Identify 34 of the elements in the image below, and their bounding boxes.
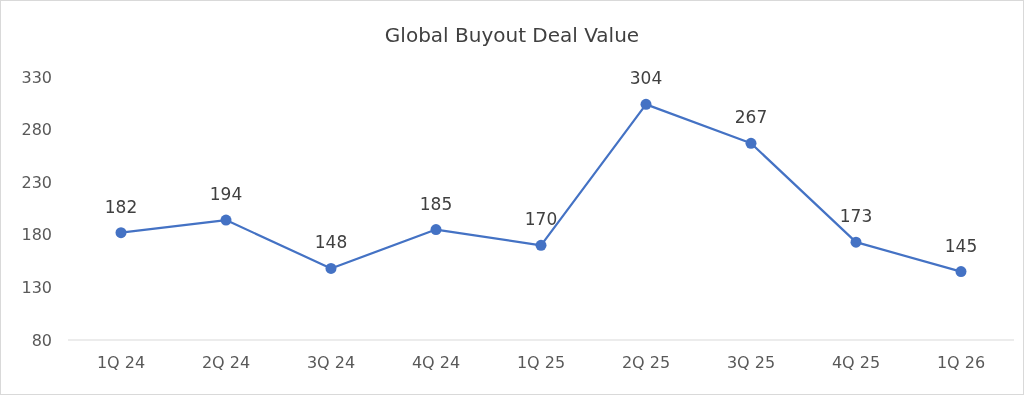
x-tick-label: 1Q 26 — [936, 353, 986, 372]
x-tick-label: 3Q 24 — [306, 353, 356, 372]
data-label: 173 — [839, 206, 873, 227]
point — [745, 137, 757, 149]
point — [325, 262, 337, 274]
x-tick-label: 4Q 25 — [831, 353, 881, 372]
x-tick-label: 3Q 25 — [726, 353, 776, 372]
data-label: 182 — [104, 196, 138, 217]
data-label: 185 — [419, 193, 453, 214]
data-label: 145 — [944, 235, 978, 256]
point — [955, 266, 967, 278]
point — [535, 239, 547, 251]
y-tick-label: 180 — [21, 225, 52, 245]
y-tick-label: 280 — [21, 120, 52, 140]
x-tick-label: 2Q 25 — [621, 353, 671, 372]
point — [115, 227, 127, 239]
chart-title: Global Buyout Deal Value — [384, 23, 640, 47]
data-label: 267 — [734, 107, 768, 128]
data-label: 194 — [209, 184, 243, 205]
x-tick-label: 1Q 25 — [516, 353, 566, 372]
point — [850, 236, 862, 248]
x-tick-label: 2Q 24 — [201, 353, 251, 372]
y-tick-label: 130 — [21, 278, 52, 297]
x-tick-label: 4Q 24 — [411, 353, 461, 372]
data-label: 304 — [629, 68, 663, 89]
x-tick-label: 1Q 24 — [96, 353, 146, 372]
point — [430, 224, 442, 236]
data-label: 170 — [524, 209, 558, 230]
y-tick-label: 80 — [31, 330, 52, 350]
y-tick-label: 330 — [21, 67, 52, 87]
data-label: 148 — [314, 232, 348, 253]
y-tick-label: 230 — [21, 172, 52, 192]
point — [640, 98, 652, 110]
point — [220, 214, 232, 226]
